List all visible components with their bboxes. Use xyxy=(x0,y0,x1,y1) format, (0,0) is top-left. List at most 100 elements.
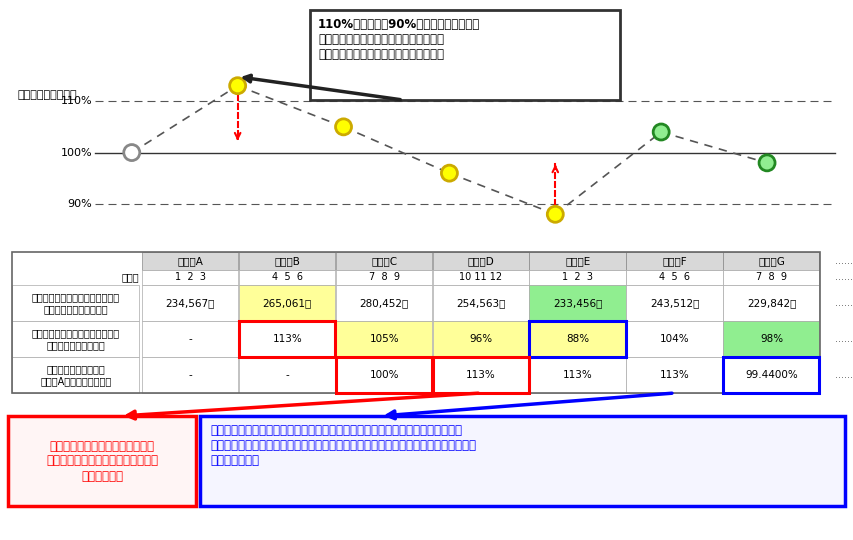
Text: 毎月勤労統計のきまって支給する
給与の四半期平均給与額: 毎月勤労統計のきまって支給する 給与の四半期平均給与額 xyxy=(32,292,120,314)
Bar xyxy=(432,357,528,393)
Bar xyxy=(335,285,432,321)
Text: 234,567円: 234,567円 xyxy=(165,298,215,308)
Text: 4  5  6: 4 5 6 xyxy=(659,273,689,282)
Bar xyxy=(239,357,335,393)
Bar xyxy=(12,357,139,393)
Circle shape xyxy=(335,119,351,135)
Bar xyxy=(432,252,528,270)
Circle shape xyxy=(758,155,775,171)
Bar xyxy=(432,285,528,321)
Bar xyxy=(335,321,432,357)
Text: ......: ...... xyxy=(834,273,852,282)
Text: 四半期C: 四半期C xyxy=(371,256,397,266)
Circle shape xyxy=(441,165,457,181)
Text: 280,452円: 280,452円 xyxy=(359,298,409,308)
Text: ......: ...... xyxy=(834,370,852,380)
Circle shape xyxy=(653,124,669,140)
Text: 平均給与額の変動幅: 平均給与額の変動幅 xyxy=(18,90,78,100)
Text: 104%: 104% xyxy=(659,334,688,344)
Text: 113%: 113% xyxy=(272,334,302,344)
Text: 243,512円: 243,512円 xyxy=(649,298,699,308)
Bar xyxy=(529,321,625,357)
Text: 110%: 110% xyxy=(61,96,92,106)
Text: 88%: 88% xyxy=(566,334,589,344)
Bar xyxy=(625,252,722,270)
Bar xyxy=(142,285,238,321)
Text: 四半期B: 四半期B xyxy=(274,256,300,266)
Bar xyxy=(529,270,625,285)
Bar xyxy=(625,357,722,393)
Circle shape xyxy=(124,145,140,160)
Text: 254,563円: 254,563円 xyxy=(456,298,505,308)
Text: -: - xyxy=(189,334,192,344)
Text: 算定の基礎となる四半期の毎勤平
均給与額からの変動率: 算定の基礎となる四半期の毎勤平 均給与額からの変動率 xyxy=(32,328,120,350)
Text: 四半期G: 四半期G xyxy=(757,256,784,266)
Bar xyxy=(722,357,819,393)
Text: 四半期D: 四半期D xyxy=(467,256,494,266)
Bar xyxy=(142,357,238,393)
Text: 7  8  9: 7 8 9 xyxy=(755,273,786,282)
Text: 各四半期に適用される
四半期Aの通算スライド率: 各四半期に適用される 四半期Aの通算スライド率 xyxy=(40,364,112,386)
Bar xyxy=(239,321,335,357)
Circle shape xyxy=(229,78,246,94)
Bar xyxy=(335,252,432,270)
Bar xyxy=(625,285,722,321)
Text: 10 11 12: 10 11 12 xyxy=(459,273,502,282)
Bar xyxy=(722,321,819,357)
Text: 1  2  3: 1 2 3 xyxy=(561,273,593,282)
Text: 100%: 100% xyxy=(61,147,92,158)
Text: 四半期F: 四半期F xyxy=(662,256,686,266)
Text: 113%: 113% xyxy=(466,370,496,380)
Text: ......: ...... xyxy=(834,256,852,266)
Bar xyxy=(12,285,139,321)
Bar xyxy=(310,10,619,100)
Text: 1  2  3: 1 2 3 xyxy=(175,273,206,282)
Bar xyxy=(200,416,844,506)
Bar xyxy=(335,357,432,393)
Bar xyxy=(722,252,819,270)
Text: 四半期Ｂの次の次の四半期である
四半期Ｄから新しいスライド率が適
用されます。: 四半期Ｂの次の次の四半期である 四半期Ｄから新しいスライド率が適 用されます。 xyxy=(46,440,158,483)
Text: 233,456円: 233,456円 xyxy=(553,298,602,308)
Bar xyxy=(239,321,335,357)
Bar xyxy=(12,321,139,357)
Bar xyxy=(142,321,238,357)
Bar xyxy=(722,357,819,393)
Text: 90%: 90% xyxy=(67,199,92,209)
Bar xyxy=(239,270,335,285)
Text: 100%: 100% xyxy=(369,370,398,380)
Text: 99.4400%: 99.4400% xyxy=(745,370,797,380)
Bar xyxy=(432,321,528,357)
Bar xyxy=(432,270,528,285)
Circle shape xyxy=(547,206,563,222)
Text: 265,061円: 265,061円 xyxy=(263,298,311,308)
Bar xyxy=(239,252,335,270)
Text: 四半期Ｅの次の次の四半期（四半期Ｇ）から新しいスライド率が適用されます。
既にスライドした率と新たにスライドした率を掛け合わせた率（通算スライド率）が
適用され: 四半期Ｅの次の次の四半期（四半期Ｇ）から新しいスライド率が適用されます。 既にス… xyxy=(210,424,475,467)
Bar xyxy=(529,285,625,321)
Bar xyxy=(8,416,196,506)
Text: ......: ...... xyxy=(834,298,852,308)
Text: 110%を超え又は90%を下った際には、当
該四半期の平均給与額が次の四半期以後
の比較対象（算定の基礎）となります。: 110%を超え又は90%を下った際には、当 該四半期の平均給与額が次の四半期以後… xyxy=(317,18,479,61)
Text: 四半期E: 四半期E xyxy=(565,256,589,266)
Bar xyxy=(142,270,238,285)
Text: ......: ...... xyxy=(834,334,852,344)
Bar xyxy=(529,252,625,270)
Text: 96%: 96% xyxy=(469,334,492,344)
Bar xyxy=(12,252,819,393)
Text: 113%: 113% xyxy=(562,370,592,380)
Text: -: - xyxy=(285,370,289,380)
Bar xyxy=(239,285,335,321)
Bar xyxy=(722,270,819,285)
Bar xyxy=(335,270,432,285)
Bar xyxy=(529,321,625,357)
Bar xyxy=(625,321,722,357)
Bar xyxy=(625,270,722,285)
Bar xyxy=(432,357,528,393)
Text: 229,842円: 229,842円 xyxy=(746,298,795,308)
Bar xyxy=(335,357,432,393)
Text: （月）: （月） xyxy=(121,273,139,282)
Bar xyxy=(722,285,819,321)
Bar xyxy=(529,357,625,393)
Text: 98%: 98% xyxy=(759,334,782,344)
Text: -: - xyxy=(189,370,192,380)
Text: 113%: 113% xyxy=(659,370,688,380)
